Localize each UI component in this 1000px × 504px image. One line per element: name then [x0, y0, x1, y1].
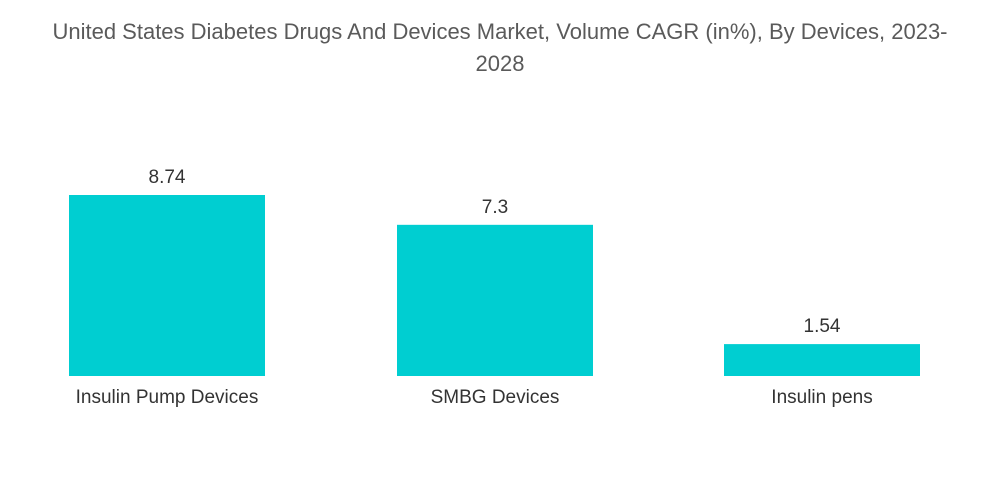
chart-title: United States Diabetes Drugs And Devices… — [52, 19, 948, 76]
bar-insulin-pump-devices — [69, 195, 265, 376]
category-label: SMBG Devices — [431, 387, 560, 408]
category-label: Insulin pens — [771, 387, 872, 408]
bar-smbg-devices — [397, 224, 593, 376]
bar-insulin-pens — [724, 344, 920, 376]
category-label: Insulin Pump Devices — [76, 387, 259, 408]
bar-value-label: 7.3 — [482, 197, 508, 218]
bar-value-label: 1.54 — [804, 316, 841, 337]
bar-value-label: 8.74 — [149, 167, 186, 188]
